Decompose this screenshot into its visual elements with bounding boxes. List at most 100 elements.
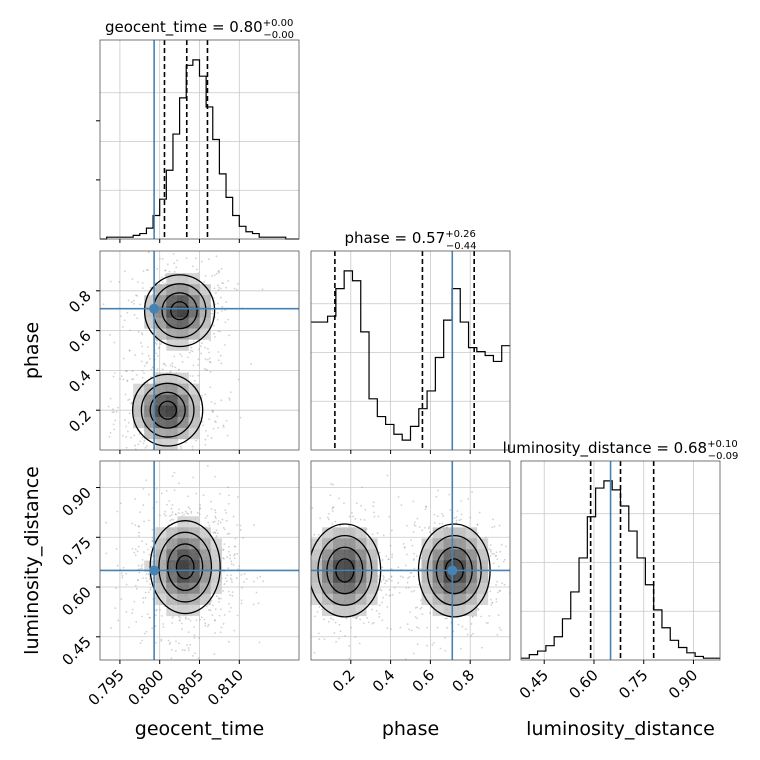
- sample-point: [304, 586, 306, 588]
- sample-point: [448, 493, 451, 496]
- sample-point: [186, 495, 189, 498]
- density-cell: [166, 571, 178, 583]
- density-cell: [443, 538, 456, 550]
- sample-point: [217, 351, 220, 353]
- sample-point: [172, 253, 175, 255]
- sample-point: [143, 520, 146, 523]
- title-sup: +0.00: [263, 18, 294, 29]
- sample-point: [303, 638, 305, 640]
- sample-point: [255, 591, 258, 594]
- sample-point: [489, 590, 492, 593]
- sample-point: [195, 492, 198, 495]
- sample-point: [207, 521, 210, 524]
- density-cell: [177, 604, 189, 617]
- sample-point: [141, 615, 144, 618]
- sample-point: [146, 613, 149, 616]
- sample-point: [222, 590, 225, 592]
- sample-point: [169, 519, 172, 522]
- sample-point: [219, 354, 222, 357]
- sample-point: [416, 643, 419, 646]
- sample-point: [348, 657, 351, 660]
- density-cell: [188, 273, 200, 285]
- sample-point: [131, 370, 134, 373]
- sample-point: [354, 636, 357, 638]
- sample-point: [253, 580, 255, 583]
- sample-point: [416, 617, 419, 620]
- sample-point: [224, 577, 227, 580]
- sample-point: [391, 556, 394, 559]
- sample-point: [496, 633, 499, 636]
- sample-point: [179, 353, 182, 356]
- sample-point: [128, 626, 130, 629]
- density-cell: [366, 571, 378, 583]
- sample-point: [220, 287, 222, 290]
- sample-point: [419, 599, 422, 601]
- density-cell: [155, 284, 167, 296]
- sample-point: [176, 461, 178, 463]
- sample-point: [204, 622, 207, 625]
- sample-point: [199, 618, 201, 621]
- sample-point: [498, 626, 501, 629]
- sample-point: [205, 429, 207, 432]
- sample-point: [239, 524, 242, 527]
- sample-point: [210, 500, 212, 503]
- sample-point: [477, 607, 479, 610]
- sample-point: [135, 621, 138, 623]
- density-cell: [344, 604, 356, 617]
- sample-point: [155, 469, 157, 471]
- sample-point: [141, 567, 143, 570]
- contour-line: [149, 391, 186, 429]
- sample-point: [314, 615, 316, 618]
- sample-point: [227, 318, 230, 321]
- density-cell: [355, 604, 367, 617]
- sample-point: [424, 508, 427, 511]
- sample-point: [181, 511, 184, 514]
- sample-point: [203, 367, 206, 370]
- sample-point: [233, 287, 236, 290]
- sample-point: [175, 640, 177, 643]
- sample-point: [206, 605, 208, 608]
- sample-point: [386, 605, 389, 608]
- sample-point: [201, 342, 203, 345]
- density-cell: [454, 571, 467, 583]
- sample-point: [319, 517, 322, 520]
- sample-point: [197, 364, 200, 366]
- sample-point: [391, 593, 394, 596]
- sample-point: [184, 510, 187, 513]
- sample-point: [136, 294, 138, 297]
- sample-point: [222, 557, 225, 560]
- sample-point: [195, 439, 197, 442]
- sample-point: [134, 524, 137, 526]
- density-cell: [177, 427, 189, 440]
- sample-point: [217, 597, 220, 599]
- density-cell: [432, 549, 444, 561]
- sample-point: [190, 512, 193, 514]
- sample-point: [373, 515, 376, 518]
- sample-point: [428, 612, 431, 615]
- sample-point: [217, 302, 219, 305]
- sample-point: [147, 251, 150, 254]
- sample-point: [383, 576, 385, 579]
- sample-point: [363, 622, 365, 625]
- sample-point: [164, 282, 167, 285]
- sample-point: [458, 519, 461, 522]
- sample-point: [148, 553, 151, 556]
- sample-point: [332, 618, 335, 621]
- sample-point: [163, 269, 166, 272]
- sample-point: [228, 545, 230, 548]
- sample-point: [214, 632, 216, 634]
- sample-point: [313, 651, 316, 654]
- sample-point: [125, 435, 128, 438]
- density-cell: [166, 527, 178, 539]
- density-cell: [177, 383, 189, 396]
- sample-point: [253, 496, 255, 498]
- sample-point: [239, 528, 242, 531]
- sample-point: [127, 421, 130, 424]
- density-cell: [322, 549, 334, 561]
- sample-point: [231, 591, 234, 594]
- density-cell: [454, 560, 467, 572]
- sample-point: [139, 568, 142, 571]
- sample-point: [287, 544, 289, 546]
- sample-point: [200, 394, 203, 397]
